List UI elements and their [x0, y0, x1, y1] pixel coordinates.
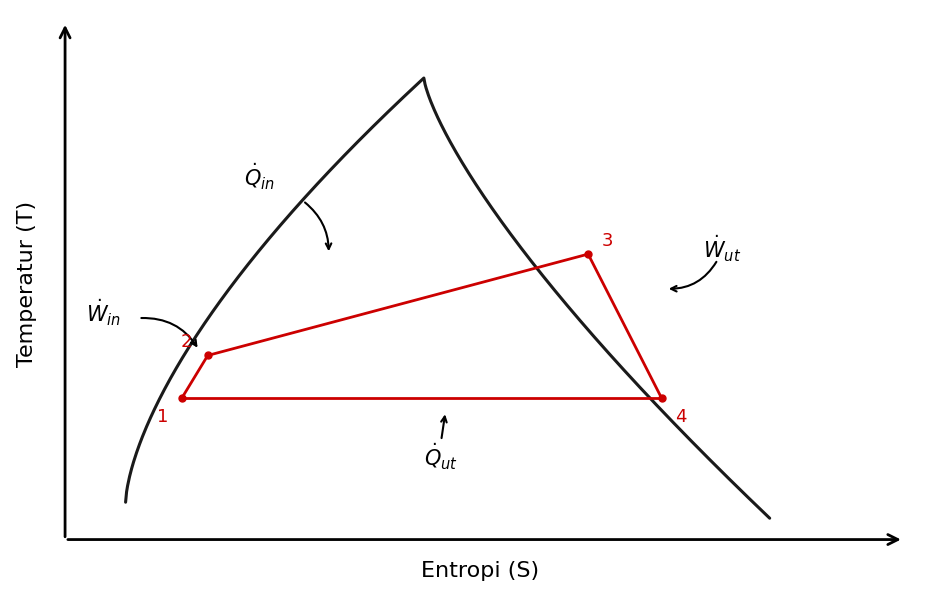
Text: $\dot{Q}_{in}$: $\dot{Q}_{in}$	[244, 161, 275, 192]
Text: 2: 2	[180, 333, 192, 351]
Text: 1: 1	[157, 408, 168, 426]
Text: 3: 3	[600, 232, 612, 250]
Text: $\dot{W}_{in}$: $\dot{W}_{in}$	[86, 298, 122, 328]
X-axis label: Entropi (S): Entropi (S)	[420, 562, 538, 581]
Text: $\dot{W}_{ut}$: $\dot{W}_{ut}$	[702, 234, 741, 264]
Text: $\dot{Q}_{ut}$: $\dot{Q}_{ut}$	[424, 442, 458, 472]
Y-axis label: Temperatur (T): Temperatur (T)	[17, 200, 36, 367]
Text: 4: 4	[674, 408, 686, 426]
